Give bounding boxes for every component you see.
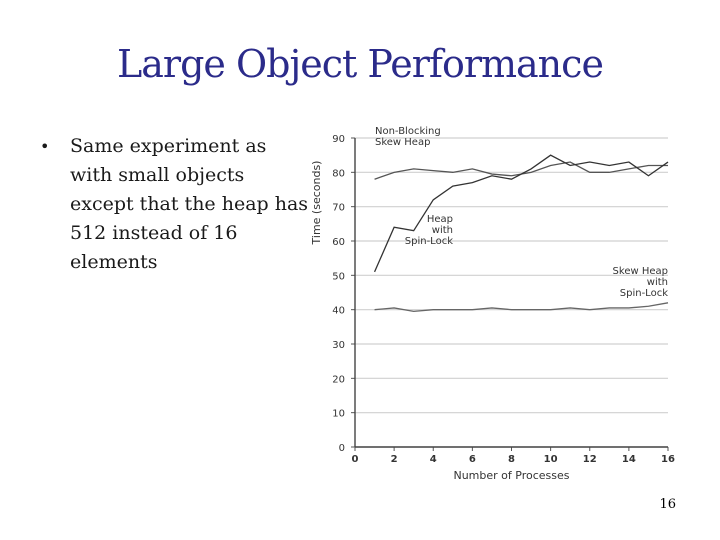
series-annotation-3: with	[647, 277, 668, 288]
x-tick-label: 0	[352, 454, 359, 465]
series-annotation-3: Spin-Lock	[620, 288, 668, 299]
x-axis-label: Number of Processes	[453, 469, 569, 482]
x-tick-label: 10	[544, 454, 558, 465]
x-tick-label: 4	[430, 454, 437, 465]
slide-title: Large Object Performance	[117, 42, 604, 86]
bullet-list: • Same experiment as with small objects …	[40, 132, 310, 277]
series-annotation-3: Skew Heap	[613, 266, 668, 277]
series-line-1	[374, 161, 668, 180]
chart-container: 0 10 20 30 40 50 60 70 80 90 0 2 4 6 8 10 12 14 16 Number o…	[305, 120, 685, 490]
x-tick-label: 2	[391, 454, 398, 465]
x-tick-label: 14	[622, 454, 636, 465]
x-tick-label: 16	[661, 454, 675, 465]
series-annotation-2: Spin-Lock	[405, 236, 453, 247]
bullet-text: Same experiment as with small objects ex…	[70, 135, 309, 273]
series-annotation-1: Non-Blocking	[375, 126, 441, 137]
bullet-item: • Same experiment as with small objects …	[40, 132, 310, 277]
series-annotation-2: Heap	[427, 214, 453, 225]
series-annotation-2: with	[432, 225, 453, 236]
y-tick-label: 70	[332, 203, 345, 214]
y-tick-label: 20	[332, 374, 345, 385]
x-tick-label: 8	[508, 454, 515, 465]
series-annotation-1: Skew Heap	[375, 137, 430, 148]
page-number: 16	[659, 497, 676, 512]
series-line-2	[373, 154, 669, 273]
line-chart: 0 10 20 30 40 50 60 70 80 90 0 2 4 6 8 10 12 14 16 Number o…	[310, 126, 675, 482]
y-tick-label: 60	[332, 237, 345, 248]
y-tick-label: 0	[339, 443, 345, 454]
series-line-3	[374, 302, 669, 313]
y-tick-label: 90	[332, 134, 345, 145]
y-tick-label: 40	[332, 306, 345, 317]
y-tick-label: 50	[332, 271, 345, 282]
y-axis-label: Time (seconds)	[310, 161, 323, 246]
x-tick-label: 6	[469, 454, 476, 465]
y-tick-label: 30	[332, 340, 345, 351]
y-tick-label: 80	[332, 168, 345, 179]
x-tick-label: 12	[583, 454, 597, 465]
bullet-dot-icon: •	[40, 137, 50, 156]
y-tick-label: 10	[332, 409, 345, 420]
